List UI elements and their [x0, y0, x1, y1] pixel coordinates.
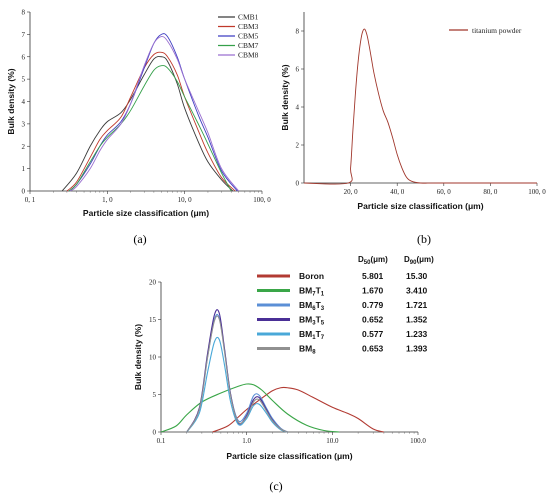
series-line-boron	[212, 386, 385, 433]
panel-label-2: (c)	[269, 479, 282, 493]
x-tick-label-0: 1, 0	[102, 196, 113, 204]
y-tick-label-2: 20	[149, 279, 157, 287]
y-tick-label-0: 4	[22, 98, 26, 106]
y-tick-label-0: 2	[22, 143, 26, 151]
panel-label-1: (b)	[417, 232, 431, 246]
legend-label-c-0: Boron	[299, 271, 324, 281]
x-axis-label-2: Particle size classification (μm)	[226, 451, 352, 461]
legend-d50-0: 5.801	[362, 271, 384, 281]
series-line-bm8	[186, 315, 288, 433]
series-line-bm7t1	[160, 383, 340, 433]
y-tick-label-2: 10	[149, 354, 157, 362]
x-tick-label-2: 1.0	[242, 437, 251, 445]
x-tick-label-1: 80, 0	[483, 188, 498, 196]
legend-d50-2: 0.779	[362, 300, 384, 310]
series-line-cmb1	[61, 56, 234, 192]
y-tick-label-2: 15	[149, 316, 157, 324]
legend-d50-3: 0.652	[362, 315, 384, 325]
y-tick-label-0: 5	[22, 76, 26, 84]
legend-label-2: CBM5	[238, 32, 259, 41]
y-tick-label-0: 3	[22, 120, 26, 128]
legend-label-c-5: BM8	[299, 344, 316, 356]
y-tick-label-0: 8	[22, 9, 26, 17]
x-tick-label-1: 100, 0	[528, 188, 546, 196]
x-tick-label-1: 60, 0	[437, 188, 452, 196]
legend-d90-4: 1.233	[406, 329, 428, 339]
legend-d90-1: 3.410	[406, 286, 428, 296]
legend-label-3: CBM7	[238, 41, 259, 50]
legend-d90-2: 1.721	[406, 300, 428, 310]
y-axis-label-0: Bulk density (%)	[6, 68, 16, 134]
y-tick-label-0: 1	[22, 165, 26, 173]
x-tick-label-1: 20, 0	[344, 188, 359, 196]
legend-label-4: CBM8	[238, 51, 259, 60]
y-tick-label-0: 6	[22, 53, 26, 61]
legend-d90-3: 1.352	[406, 315, 428, 325]
x-tick-label-0: 0, 1	[25, 196, 36, 204]
x-tick-label-2: 0.1	[157, 437, 166, 445]
legend-label-1: CBM3	[238, 22, 259, 31]
legend-label-titanium: titanium powder	[472, 26, 522, 35]
x-axis-label-0: Particle size classification (μm)	[83, 208, 209, 218]
y-tick-label-2: 0	[153, 429, 157, 437]
panel-label-0: (a)	[133, 232, 146, 246]
legend-label-0: CMB1	[238, 13, 259, 22]
table-header-d50: D50(μm)	[358, 255, 388, 266]
x-tick-label-2: 100.0	[410, 437, 426, 445]
x-tick-label-0: 100, 0	[253, 196, 271, 204]
series-line-cbm8	[69, 36, 240, 192]
y-tick-label-1: 2	[296, 142, 300, 150]
legend-d50-5: 0.653	[362, 344, 384, 354]
table-header-d90: D90(μm)	[404, 255, 434, 266]
series-line-bm6t3	[186, 313, 288, 433]
y-tick-label-1: 0	[296, 180, 300, 188]
series-line-bm3t5	[186, 309, 288, 433]
series-line-bm1t7	[186, 336, 288, 433]
x-tick-label-0: 10, 0	[178, 196, 193, 204]
legend-label-c-2: BM6T3	[299, 300, 325, 312]
x-tick-label-2: 10.0	[326, 437, 339, 445]
series-line-cbm7	[68, 65, 232, 192]
y-axis-label-1: Bulk density (%)	[280, 64, 290, 130]
series-line-cbm3	[66, 51, 236, 192]
legend-d90-0: 15.30	[406, 271, 428, 281]
legend-d50-4: 0.577	[362, 329, 384, 339]
legend-d50-1: 1.670	[362, 286, 384, 296]
y-tick-label-0: 0	[22, 188, 26, 196]
x-tick-label-1: 40, 0	[390, 188, 405, 196]
legend-d90-5: 1.393	[406, 344, 428, 354]
x-axis-label-1: Particle size classification (μm)	[357, 201, 483, 211]
y-tick-label-2: 5	[153, 391, 157, 399]
y-tick-label-0: 7	[22, 31, 26, 39]
legend-label-c-3: BM3T5	[299, 315, 325, 327]
series-line-titanium-powder	[303, 28, 537, 185]
y-tick-label-1: 6	[296, 66, 300, 74]
y-tick-label-1: 8	[296, 28, 300, 36]
y-tick-label-1: 4	[296, 104, 300, 112]
legend-label-c-4: BM1T7	[299, 329, 325, 341]
y-axis-label-2: Bulk density (%)	[133, 324, 143, 390]
legend-label-c-1: BM7T1	[299, 286, 325, 298]
